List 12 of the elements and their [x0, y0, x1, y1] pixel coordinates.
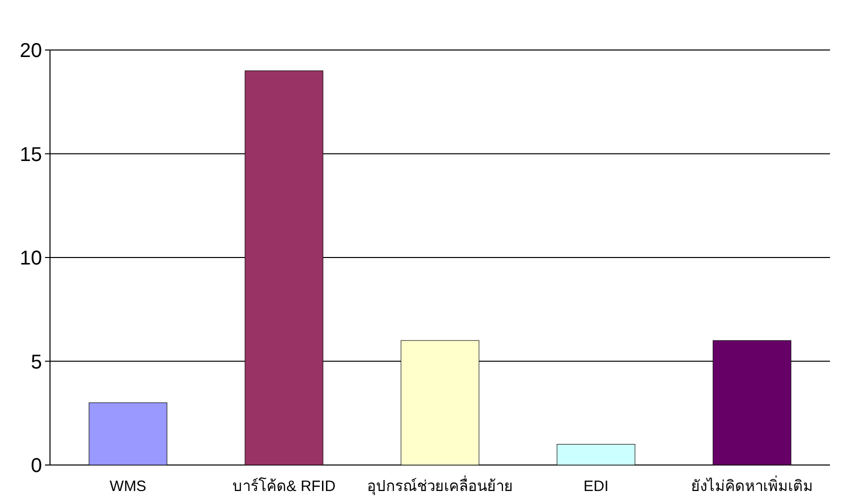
- y-tick-label: 0: [30, 455, 42, 477]
- y-tick-label: 15: [20, 144, 42, 166]
- x-tick-label: WMS: [110, 478, 146, 495]
- x-tick-label: EDI: [583, 478, 609, 495]
- x-tick-label: อุปกรณ์ช่วยเคลื่อนย้าย: [367, 475, 513, 496]
- x-tick-label: บาร์โค้ด& RFID: [232, 477, 336, 495]
- y-tick-label: 10: [20, 248, 42, 270]
- y-tick-label: 5: [30, 351, 42, 374]
- x-tick-label: ยังไม่คิดหาเพิ่มเติม: [691, 475, 813, 495]
- bar: [556, 444, 636, 466]
- y-tick-label: 20: [20, 40, 42, 62]
- bar: [88, 402, 168, 466]
